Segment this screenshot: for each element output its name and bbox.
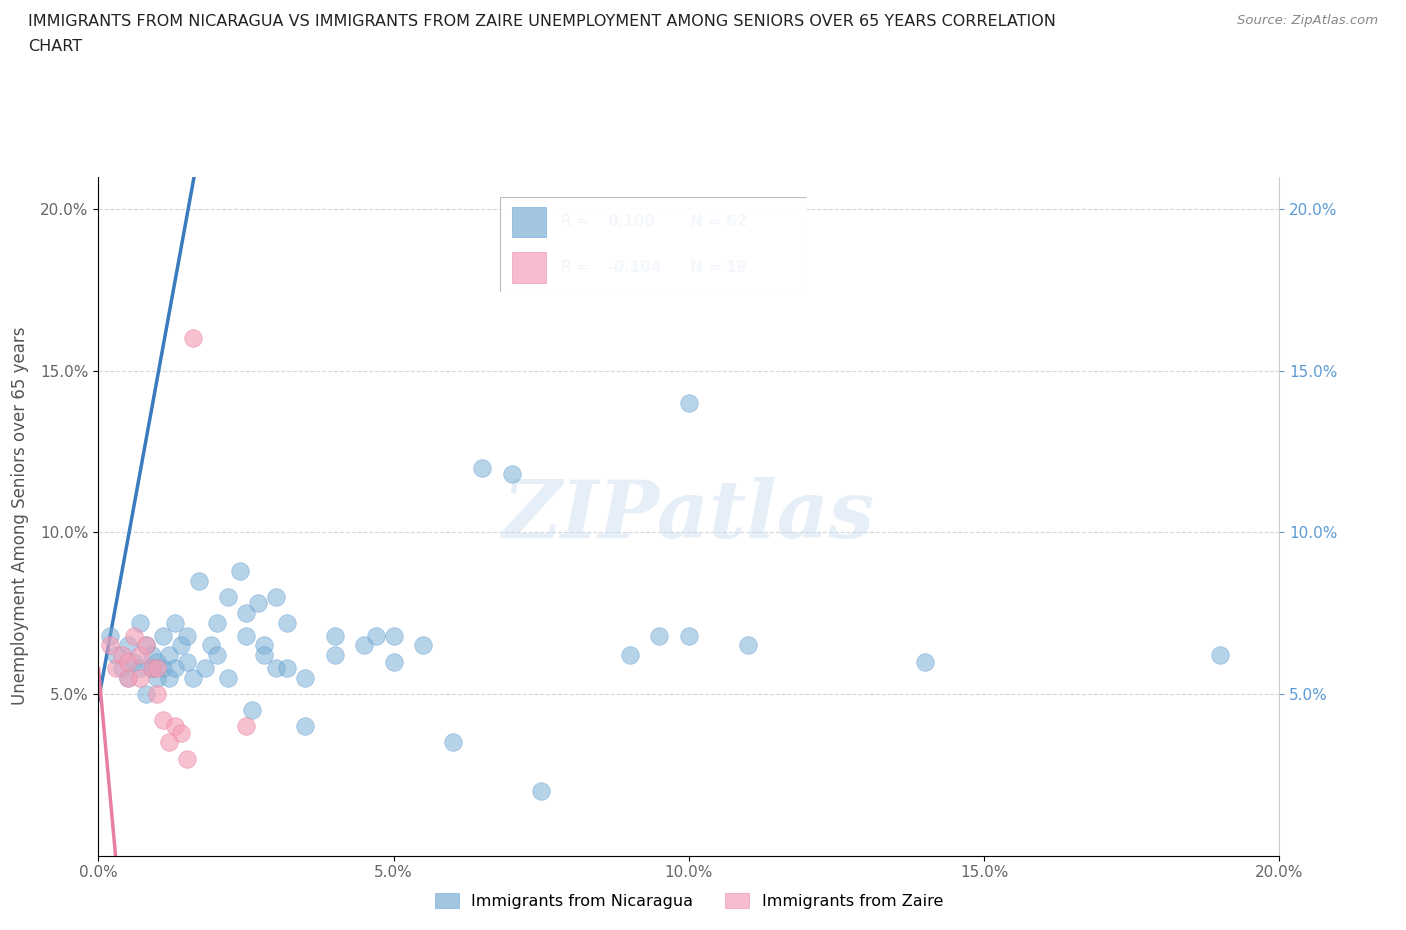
Point [501,467,523,482]
Point [364,629,387,644]
Point [200,638,222,653]
Point [412,638,434,653]
Point [111,647,134,662]
Point [176,751,198,766]
Point [471,460,494,475]
Point [141,647,163,662]
Point [128,616,150,631]
Point [229,564,252,578]
Point [152,629,174,644]
Point [235,605,257,620]
Point [165,719,187,734]
Point [441,735,464,750]
Point [146,660,169,675]
Point [205,616,228,631]
Point [382,654,405,669]
Point [253,638,276,653]
Text: ZIPatlas: ZIPatlas [503,477,875,555]
Point [217,671,239,685]
Point [117,654,139,669]
Point [135,638,157,653]
Point [165,616,187,631]
Text: CHART: CHART [28,39,82,54]
Y-axis label: Unemployment Among Seniors over 65 years: Unemployment Among Seniors over 65 years [11,327,30,705]
Text: Source: ZipAtlas.com: Source: ZipAtlas.com [1237,14,1378,27]
Point [111,660,134,675]
Text: IMMIGRANTS FROM NICARAGUA VS IMMIGRANTS FROM ZAIRE UNEMPLOYMENT AMONG SENIORS OV: IMMIGRANTS FROM NICARAGUA VS IMMIGRANTS … [28,14,1056,29]
Point [253,647,276,662]
Point [165,660,187,675]
Point [181,331,204,346]
Point [146,671,169,685]
Point [264,660,287,675]
Point [135,638,157,653]
Point [235,629,257,644]
Point [246,596,269,611]
Point [146,654,169,669]
Point [105,647,128,662]
Point [737,638,759,653]
Point [152,712,174,727]
Point [194,660,217,675]
Point [276,660,298,675]
Point [217,590,239,604]
Point [117,671,139,685]
Point [648,629,671,644]
Point [146,686,169,701]
Point [176,654,198,669]
Point [181,671,204,685]
Point [170,725,193,740]
Point [105,660,128,675]
Point [276,616,298,631]
Point [141,660,163,675]
Point [187,574,209,589]
Point [294,671,316,685]
Point [1209,647,1232,662]
Point [128,660,150,675]
Point [128,647,150,662]
Point [323,629,346,644]
Point [157,735,180,750]
Point [205,647,228,662]
Point [117,671,139,685]
Point [157,647,180,662]
Point [678,395,700,410]
Point [294,719,316,734]
Point [353,638,375,653]
Point [98,629,121,644]
Point [264,590,287,604]
Point [135,686,157,701]
Point [128,671,150,685]
Point [176,629,198,644]
Point [235,719,257,734]
Point [152,660,174,675]
Point [170,638,193,653]
Point [122,629,145,644]
Point [117,638,139,653]
Point [382,629,405,644]
Legend: Immigrants from Nicaragua, Immigrants from Zaire: Immigrants from Nicaragua, Immigrants fr… [429,887,949,915]
Point [323,647,346,662]
Point [619,647,641,662]
Point [141,660,163,675]
Point [122,654,145,669]
Point [530,783,553,798]
Point [98,638,121,653]
Point [914,654,936,669]
Point [157,671,180,685]
Point [678,629,700,644]
Point [240,703,263,718]
